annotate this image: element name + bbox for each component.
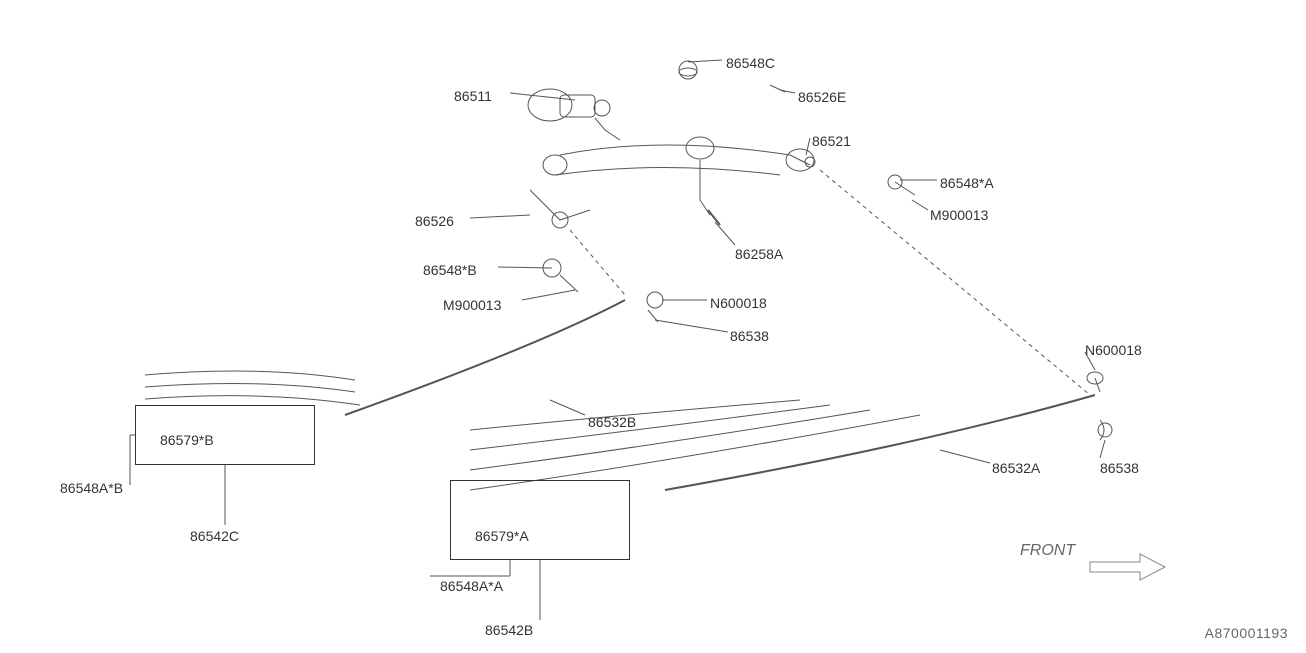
diagram-code: A870001193 xyxy=(1205,625,1288,641)
part-label-86542B: 86542B xyxy=(485,622,533,638)
part-label-86538: 86538 xyxy=(1100,460,1139,476)
part-label-M900013: M900013 xyxy=(443,297,501,313)
part-label-N600018: N600018 xyxy=(710,295,767,311)
part-label-86511: 86511 xyxy=(454,88,492,104)
parts-diagram xyxy=(0,0,1306,653)
part-label-86548AA: 86548A*A xyxy=(440,578,503,594)
part-label-86526E: 86526E xyxy=(798,89,846,105)
part-label-86258A: 86258A xyxy=(735,246,783,262)
part-label-86532B: 86532B xyxy=(588,414,636,430)
part-label-86548A: 86548*A xyxy=(940,175,994,191)
part-label-86521: 86521 xyxy=(812,133,851,149)
part-label-M900013: M900013 xyxy=(930,207,988,223)
part-label-N600018: N600018 xyxy=(1085,342,1142,358)
part-label-86542C: 86542C xyxy=(190,528,239,544)
part-label-86532A: 86532A xyxy=(992,460,1040,476)
part-label-86548C: 86548C xyxy=(726,55,775,71)
front-direction-label: FRONT xyxy=(1020,542,1075,560)
part-label-86548AB: 86548A*B xyxy=(60,480,123,496)
box-86579A xyxy=(450,480,630,560)
part-label-86526: 86526 xyxy=(415,213,454,229)
part-label-86548B: 86548*B xyxy=(423,262,477,278)
part-label-86538: 86538 xyxy=(730,328,769,344)
box-86579B xyxy=(135,405,315,465)
